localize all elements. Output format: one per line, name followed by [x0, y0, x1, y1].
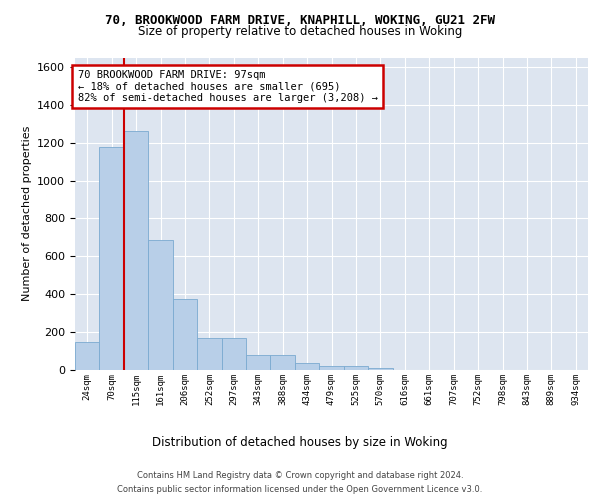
Text: 70, BROOKWOOD FARM DRIVE, KNAPHILL, WOKING, GU21 2FW: 70, BROOKWOOD FARM DRIVE, KNAPHILL, WOKI… [105, 14, 495, 26]
Text: 70 BROOKWOOD FARM DRIVE: 97sqm
← 18% of detached houses are smaller (695)
82% of: 70 BROOKWOOD FARM DRIVE: 97sqm ← 18% of … [77, 70, 377, 103]
Text: Size of property relative to detached houses in Woking: Size of property relative to detached ho… [138, 25, 462, 38]
Text: Contains HM Land Registry data © Crown copyright and database right 2024.: Contains HM Land Registry data © Crown c… [137, 470, 463, 480]
Y-axis label: Number of detached properties: Number of detached properties [22, 126, 32, 302]
Bar [295, 364, 319, 370]
Bar [197, 338, 221, 370]
Bar [148, 240, 173, 370]
Bar [246, 355, 271, 370]
Bar [368, 368, 392, 370]
Bar [75, 342, 100, 370]
Bar [344, 366, 368, 370]
Bar [319, 366, 344, 370]
Bar [100, 148, 124, 370]
Bar [271, 355, 295, 370]
Bar [124, 132, 148, 370]
Text: Distribution of detached houses by size in Woking: Distribution of detached houses by size … [152, 436, 448, 449]
Bar [221, 338, 246, 370]
Bar [173, 299, 197, 370]
Text: Contains public sector information licensed under the Open Government Licence v3: Contains public sector information licen… [118, 484, 482, 494]
